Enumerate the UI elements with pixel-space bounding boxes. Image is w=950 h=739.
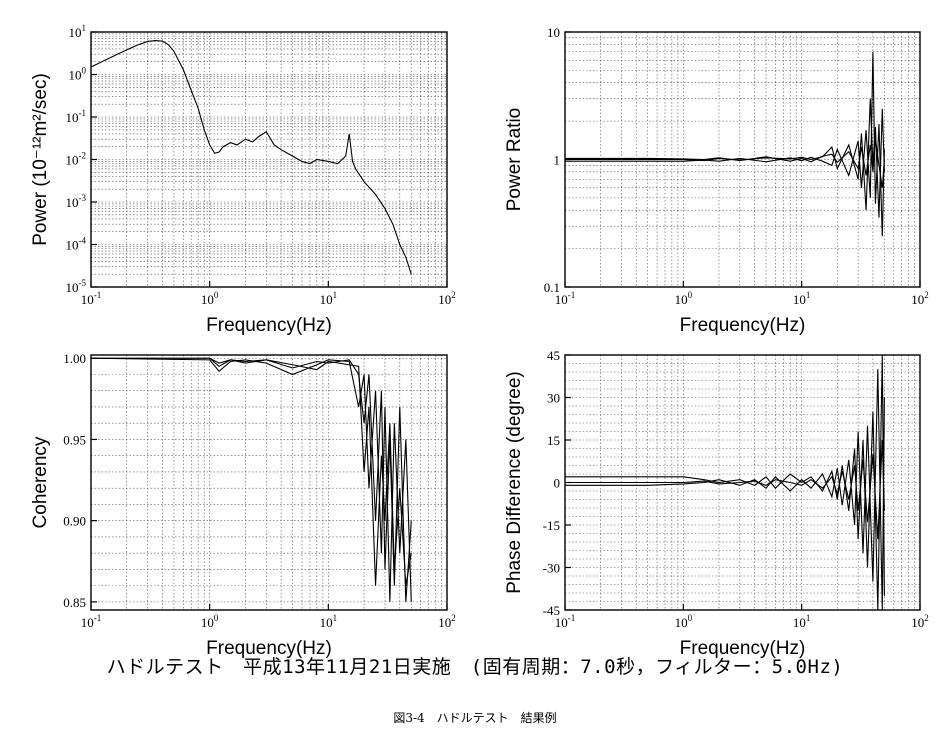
x-tick-label: 10-1 bbox=[81, 290, 102, 307]
y-tick-label: 10-2 bbox=[66, 151, 87, 168]
series-line bbox=[565, 355, 885, 610]
y-tick-label: 15 bbox=[547, 433, 560, 448]
y-tick-label: 1.00 bbox=[63, 351, 86, 366]
x-tick-label: 101 bbox=[793, 290, 811, 307]
y-tick-label: 0.1 bbox=[544, 280, 560, 295]
x-axis-label: Frequency(Hz) bbox=[206, 638, 332, 659]
y-tick-label: 10-1 bbox=[66, 108, 87, 125]
y-tick-label: 1 bbox=[554, 153, 561, 168]
x-tick-label: 100 bbox=[201, 613, 219, 630]
x-tick-label: 10-1 bbox=[555, 290, 576, 307]
y-tick-label: 10-4 bbox=[66, 236, 87, 253]
power-ratio-panel: 10-1 100 101 102 0.1 1 10 Frequency(Hz) Power Ra… bbox=[504, 25, 929, 336]
y-tick-label: 100 bbox=[69, 66, 87, 83]
x-tick-label: 10-1 bbox=[81, 613, 102, 630]
grid bbox=[91, 32, 447, 287]
y-tick-label: 10-3 bbox=[66, 193, 87, 210]
series-line bbox=[565, 98, 885, 218]
series-line bbox=[91, 357, 412, 586]
series-line bbox=[565, 138, 885, 188]
series-line bbox=[91, 39, 412, 275]
figure-caption: 図3-4 ハドルテスト 結果例 bbox=[393, 711, 557, 725]
x-tick-label: 100 bbox=[675, 290, 693, 307]
y-tick-label: 0.85 bbox=[63, 595, 86, 610]
series-line bbox=[565, 439, 885, 540]
y-tick-label: 0.90 bbox=[63, 514, 86, 529]
series-line bbox=[565, 51, 885, 237]
x-tick-label: 100 bbox=[675, 613, 693, 630]
series-line bbox=[91, 357, 412, 602]
series-line bbox=[91, 357, 412, 602]
x-tick-label: 102 bbox=[438, 290, 456, 307]
x-tick-label: 102 bbox=[911, 613, 929, 630]
y-axis-label: Phase Difference (degree) bbox=[504, 371, 525, 594]
y-axis-label: Power Ratio bbox=[504, 108, 525, 212]
y-tick-label: 10 bbox=[547, 25, 560, 40]
y-axis-label: Coherency bbox=[30, 436, 51, 528]
x-tick-label: 102 bbox=[911, 290, 929, 307]
phase-difference-panel: 10-1 100 101 102 -45 -30 -15 0 15 30 45 Frequency(H… bbox=[504, 348, 929, 659]
x-tick-label: 100 bbox=[201, 290, 219, 307]
y-tick-label: -15 bbox=[543, 518, 560, 533]
grid bbox=[91, 355, 447, 610]
y-tick-label: 0.95 bbox=[63, 432, 86, 447]
x-tick-label: 102 bbox=[438, 613, 456, 630]
x-axis-label: Frequency(Hz) bbox=[680, 638, 806, 659]
coherency-panel: 10-1 100 101 102 0.85 0.90 0.95 1.00 Frequency(H… bbox=[30, 351, 456, 659]
y-tick-label: 10-5 bbox=[66, 278, 87, 295]
power-spectrum-panel: 10-1 100 101 102 10-5 10-4 10-3 10-2 10-1 100 101 F… bbox=[30, 23, 456, 336]
x-tick-label: 10-1 bbox=[555, 613, 576, 630]
series-line bbox=[565, 369, 885, 610]
plot-frame bbox=[90, 354, 448, 611]
y-tick-label: 30 bbox=[547, 391, 560, 406]
y-tick-label: -30 bbox=[543, 561, 560, 576]
y-tick-label: 0 bbox=[554, 476, 561, 491]
x-tick-label: 101 bbox=[320, 290, 338, 307]
x-tick-label: 101 bbox=[793, 613, 811, 630]
y-tick-label: 45 bbox=[547, 348, 560, 363]
y-tick-label: -45 bbox=[543, 603, 560, 618]
y-tick-label: 101 bbox=[69, 23, 87, 40]
x-tick-label: 101 bbox=[320, 613, 338, 630]
x-axis-label: Frequency(Hz) bbox=[206, 315, 332, 336]
test-caption: ハドルテスト 平成13年11月21日実施 (固有周期：7.0秒，フィルター：5.… bbox=[106, 656, 844, 678]
y-axis-label: Power (10⁻¹²m²/sec) bbox=[30, 73, 51, 246]
x-axis-label: Frequency(Hz) bbox=[680, 315, 806, 336]
